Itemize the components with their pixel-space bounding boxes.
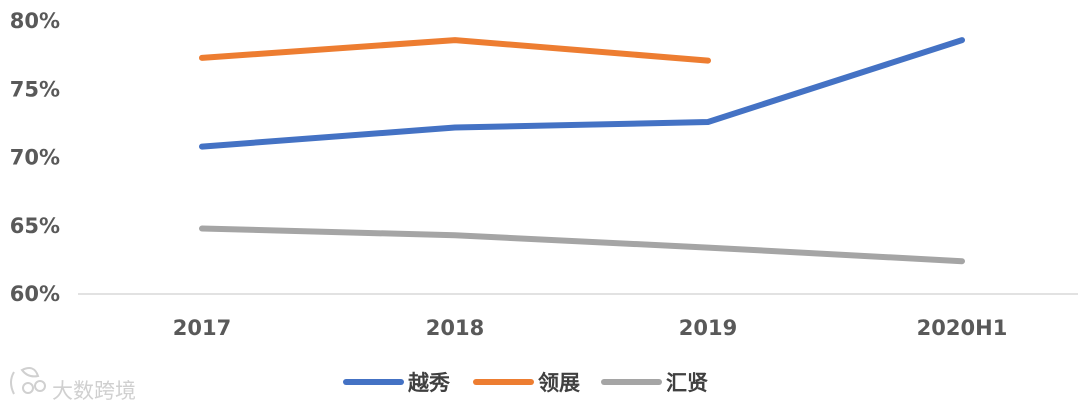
x-tick-label: 2019 (679, 316, 737, 340)
y-tick-label: 65% (10, 214, 60, 238)
y-tick-label: 60% (10, 282, 60, 306)
y-tick-label: 80% (10, 9, 60, 33)
watermark-text: 大数跨境 (52, 379, 136, 403)
legend-label: 领展 (538, 371, 580, 395)
y-tick-label: 75% (10, 77, 60, 101)
y-axis-ticks: 60% 65% 70% 75% 80% (10, 9, 60, 306)
legend-label: 汇贤 (666, 371, 708, 395)
y-tick-label: 70% (10, 146, 60, 170)
legend-label: 越秀 (407, 371, 450, 395)
x-tick-label: 2020H1 (917, 316, 1008, 340)
x-axis-ticks: 2017 2018 2019 2020H1 (173, 316, 1008, 340)
logo-icon (10, 367, 46, 395)
watermark: 大数跨境 (10, 367, 136, 403)
legend-item: 汇贤 (601, 371, 708, 395)
legend-item: 越秀 (343, 371, 450, 395)
series-line-1 (199, 37, 965, 150)
legend-item: 领展 (473, 371, 580, 395)
x-tick-label: 2017 (173, 316, 231, 340)
legend: 越秀 领展 汇贤 (343, 371, 708, 395)
series-line-2 (199, 37, 711, 64)
series-line-3 (199, 225, 965, 265)
x-tick-label: 2018 (426, 316, 484, 340)
series-lines (199, 37, 965, 265)
